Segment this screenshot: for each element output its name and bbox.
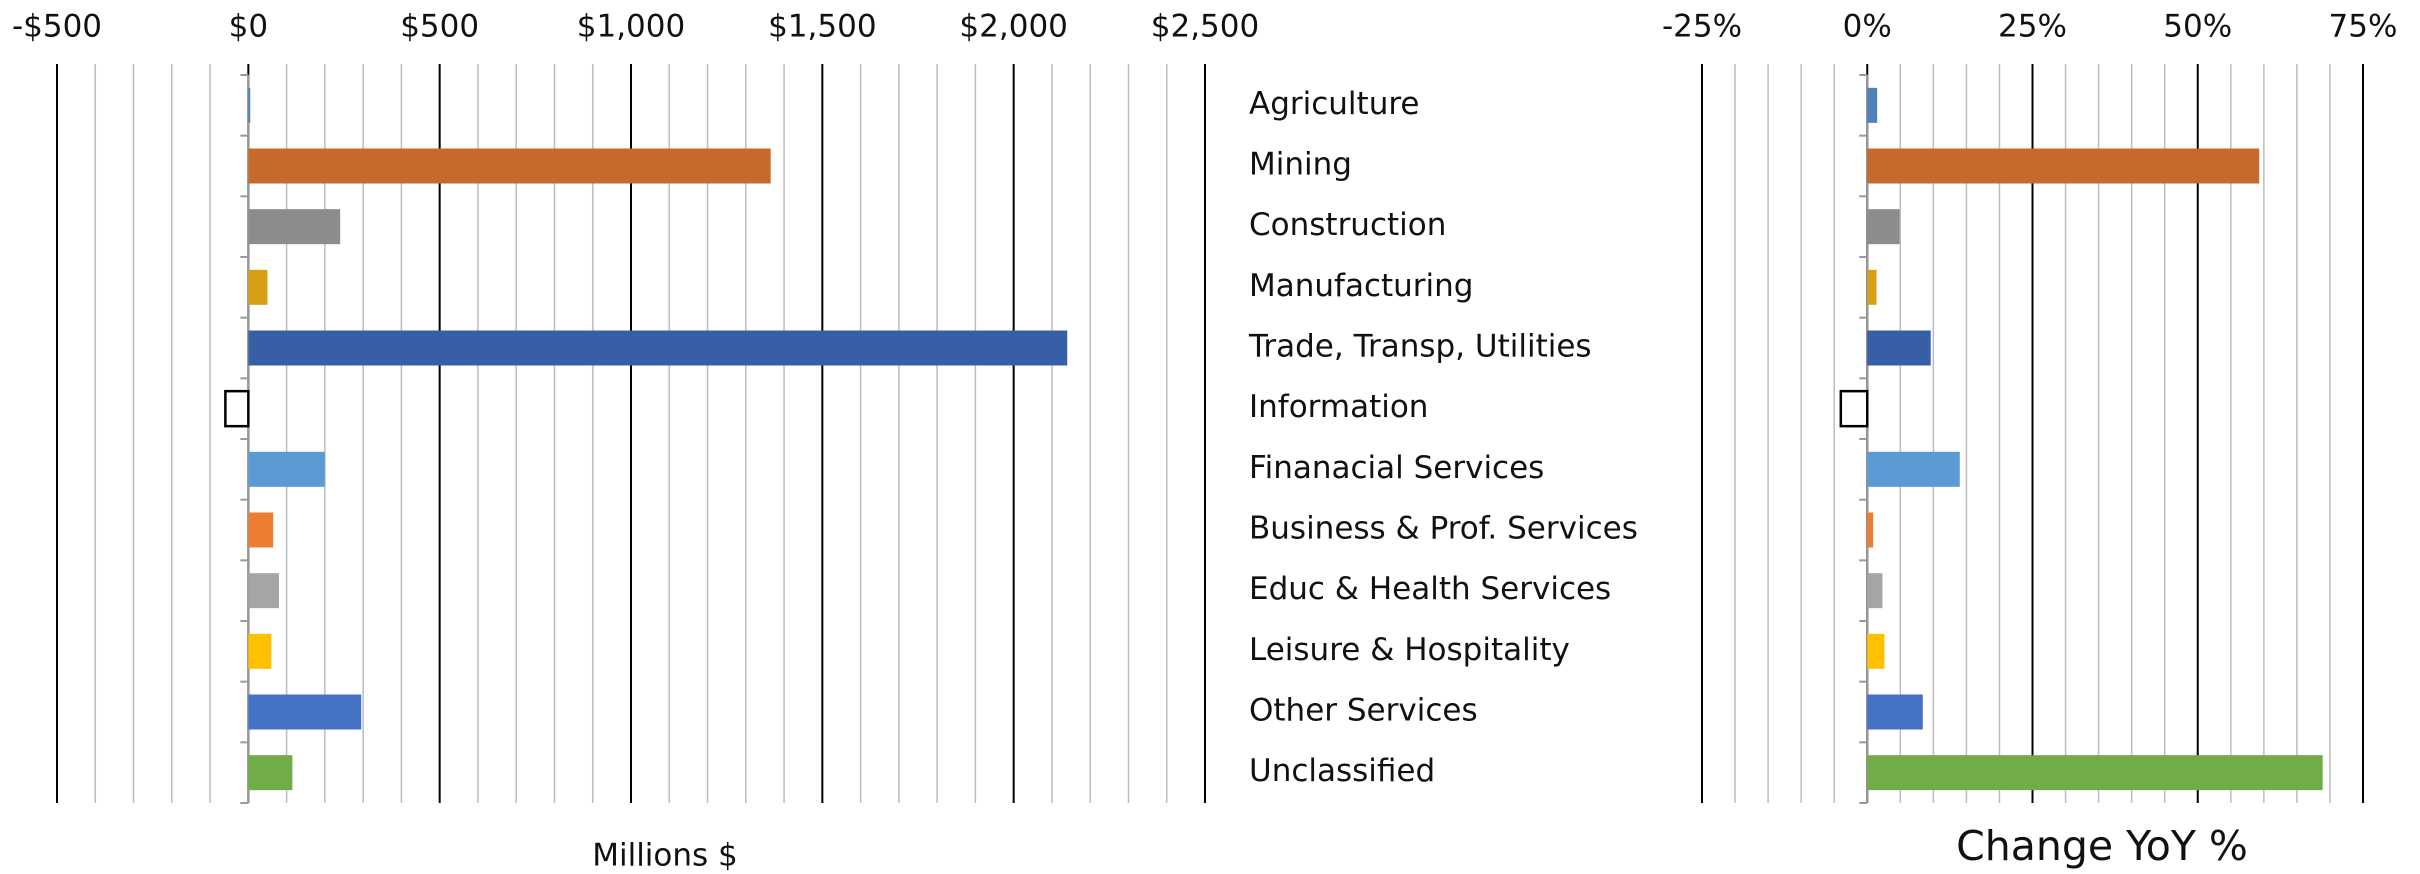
category-label: Information: [1249, 389, 1428, 425]
category-label: Trade, Transp, Utilities: [1248, 329, 1592, 365]
category-label: Finanacial Services: [1249, 450, 1544, 486]
x-tick-label: 50%: [2163, 9, 2232, 45]
bar: [1867, 209, 1900, 245]
x-tick-label: 25%: [1998, 9, 2067, 45]
x-tick-label: 75%: [2329, 9, 2398, 45]
x-tick-label: -25%: [1662, 9, 1742, 45]
bar: [248, 633, 272, 669]
bar: [248, 209, 341, 245]
x-axis-label: Millions $: [592, 838, 738, 874]
bar: [1867, 87, 1878, 123]
category-label: Business & Prof. Services: [1249, 511, 1638, 547]
category-label: Construction: [1249, 207, 1446, 243]
x-tick-label: $0: [229, 9, 268, 45]
bar: [248, 148, 771, 184]
x-tick-label: $2,500: [1151, 9, 1259, 45]
category-label: Educ & Health Services: [1249, 571, 1611, 607]
category-label: Mining: [1249, 147, 1352, 183]
bar: [1867, 512, 1874, 548]
bar: [248, 512, 274, 548]
bar: [1839, 389, 1869, 428]
bar: [1867, 269, 1877, 305]
x-tick-label: $1,000: [577, 9, 685, 45]
bar: [1867, 451, 1960, 487]
x-tick-label: $1,500: [768, 9, 876, 45]
bar: [248, 694, 362, 730]
bar: [224, 389, 250, 428]
bar: [1867, 573, 1883, 609]
x-tick-label: -$500: [12, 9, 102, 45]
bar: [248, 451, 325, 487]
category-label: Manufacturing: [1249, 268, 1473, 304]
bar: [248, 573, 279, 609]
category-label: Agriculture: [1249, 86, 1420, 122]
bar: [248, 330, 1068, 366]
bar: [248, 269, 268, 305]
category-label: Leisure & Hospitality: [1249, 632, 1570, 668]
bar: [248, 87, 251, 123]
x-tick-label: 0%: [1843, 9, 1892, 45]
x-tick-label: $2,000: [959, 9, 1067, 45]
bar: [1867, 148, 2260, 184]
bar: [1867, 694, 1923, 730]
x-axis-label: Change YoY %: [1956, 822, 2248, 870]
category-label: Other Services: [1249, 693, 1478, 729]
x-tick-label: $500: [400, 9, 479, 45]
bar: [1867, 633, 1885, 669]
bar: [1867, 330, 1931, 366]
bar: [1867, 755, 2323, 791]
category-label: Unclassified: [1249, 753, 1435, 789]
bar: [248, 755, 293, 791]
